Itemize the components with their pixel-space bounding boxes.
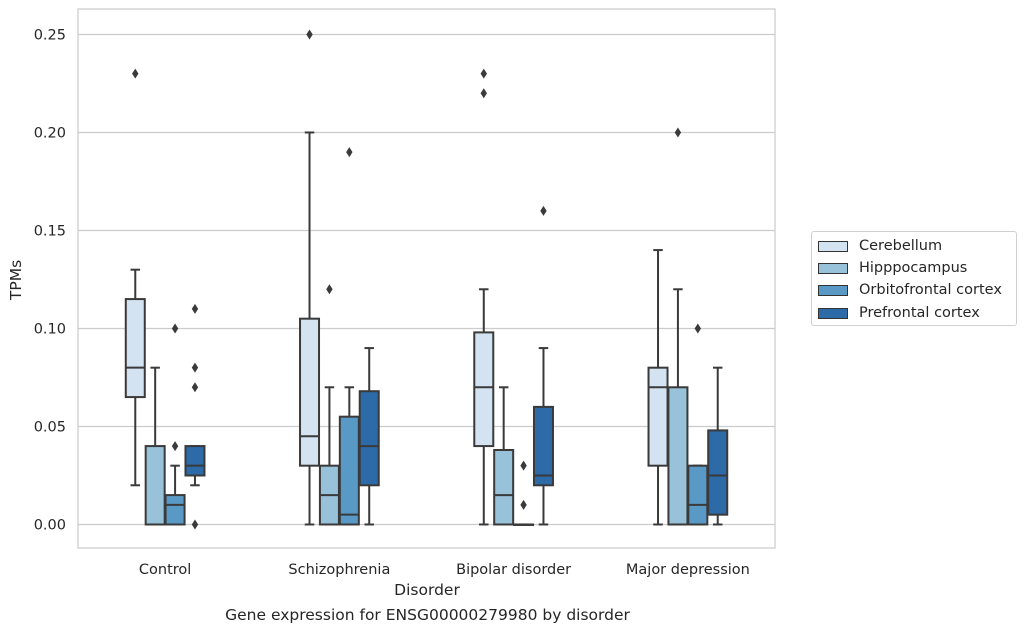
box-groups xyxy=(124,29,729,530)
outlier-point xyxy=(674,127,682,138)
outlier-point xyxy=(191,382,199,393)
y-tick-label: 0.10 xyxy=(34,321,66,337)
outlier-point xyxy=(171,441,179,452)
y-tick-label: 0.05 xyxy=(34,419,66,435)
outlier-point xyxy=(306,29,313,40)
box-body xyxy=(493,449,515,526)
x-tick-labels: Control Schizophrenia Bipolar disorder Majo… xyxy=(139,562,750,578)
box-prefrontal-cortex xyxy=(358,347,380,526)
box-cerebellum xyxy=(473,68,495,526)
legend-swatch-cerebellum xyxy=(818,240,848,252)
legend-swatch-hippocampus xyxy=(818,262,848,274)
legend-label-cerebellum: Cerebellum xyxy=(859,238,943,254)
box-body xyxy=(532,405,554,487)
box-cerebellum xyxy=(124,68,146,487)
y-tick-label: 0.00 xyxy=(34,517,66,533)
chart-caption: Gene expression for ENSG00000279980 by d… xyxy=(225,606,630,624)
outlier-point xyxy=(480,88,487,99)
box-body xyxy=(667,386,689,526)
box-prefrontal-cortex xyxy=(707,366,729,526)
box-hipppocampus xyxy=(144,366,166,526)
legend-label-prefrontal-cortex: Prefrontal cortex xyxy=(859,305,980,321)
plot-frame xyxy=(77,8,776,549)
box-body xyxy=(184,445,206,477)
outlier-point xyxy=(191,362,199,373)
box-hipppocampus xyxy=(667,127,689,526)
box-body xyxy=(164,494,186,526)
box-hipppocampus xyxy=(318,284,340,526)
y-tick-labels: 0.00 0.05 0.10 0.15 0.20 0.25 xyxy=(34,27,66,533)
outlier-point xyxy=(346,147,353,158)
x-tick-label: Schizophrenia xyxy=(288,562,390,578)
y-tick-label: 0.15 xyxy=(34,223,66,239)
legend-item-hippocampus: Hipppocampus xyxy=(818,259,967,277)
box-body xyxy=(124,298,146,399)
box-body xyxy=(473,331,495,448)
legend-label-orbitofrontal-cortex: Orbitofrontal cortex xyxy=(859,282,1002,298)
x-tick-label: Bipolar disorder xyxy=(456,562,571,578)
y-axis-label: TPMs xyxy=(7,260,25,301)
box-prefrontal-cortex xyxy=(532,205,554,526)
outlier-point xyxy=(326,284,333,295)
legend-item-cerebellum: Cerebellum xyxy=(818,237,942,255)
box-body xyxy=(338,415,360,526)
legend-label-hippocampus: Hipppocampus xyxy=(859,260,968,276)
box-body xyxy=(707,429,729,516)
outlier-point xyxy=(132,68,139,79)
y-tick-label: 0.25 xyxy=(34,27,66,43)
outlier-point xyxy=(694,323,702,334)
outlier-point xyxy=(540,205,547,216)
box-orbitofrontal-cortex xyxy=(338,147,360,526)
box-orbitofrontal-cortex xyxy=(687,323,709,526)
box-orbitofrontal-cortex xyxy=(513,460,535,526)
y-tick-label: 0.20 xyxy=(34,125,66,141)
box-cerebellum xyxy=(647,249,669,526)
box-cerebellum xyxy=(299,29,321,526)
outlier-point xyxy=(520,499,527,510)
outlier-point xyxy=(191,519,199,530)
legend-swatch-orbitofrontal-cortex xyxy=(818,284,848,296)
box-body xyxy=(647,366,669,467)
x-tick-label: Control xyxy=(139,562,191,578)
outlier-point xyxy=(191,303,199,314)
legend-swatch-prefrontal-cortex xyxy=(818,307,848,319)
legend-item-prefrontal-cortex: Prefrontal cortex xyxy=(818,304,980,322)
x-tick-label: Major depression xyxy=(626,562,750,578)
box-prefrontal-cortex xyxy=(184,303,206,530)
box-hipppocampus xyxy=(493,386,515,526)
legend: Cerebellum Hipppocampus Orbitofrontal co… xyxy=(811,231,1017,326)
outlier-point xyxy=(520,460,527,471)
box-body xyxy=(144,445,166,526)
box-body xyxy=(299,317,321,467)
box-body xyxy=(358,390,380,487)
box-orbitofrontal-cortex xyxy=(164,323,186,526)
legend-item-orbitofrontal-cortex: Orbitofrontal cortex xyxy=(818,281,1002,299)
outlier-point xyxy=(480,68,487,79)
outlier-point xyxy=(171,323,179,334)
x-axis-label: Disorder xyxy=(394,581,460,599)
box-body xyxy=(687,464,709,526)
